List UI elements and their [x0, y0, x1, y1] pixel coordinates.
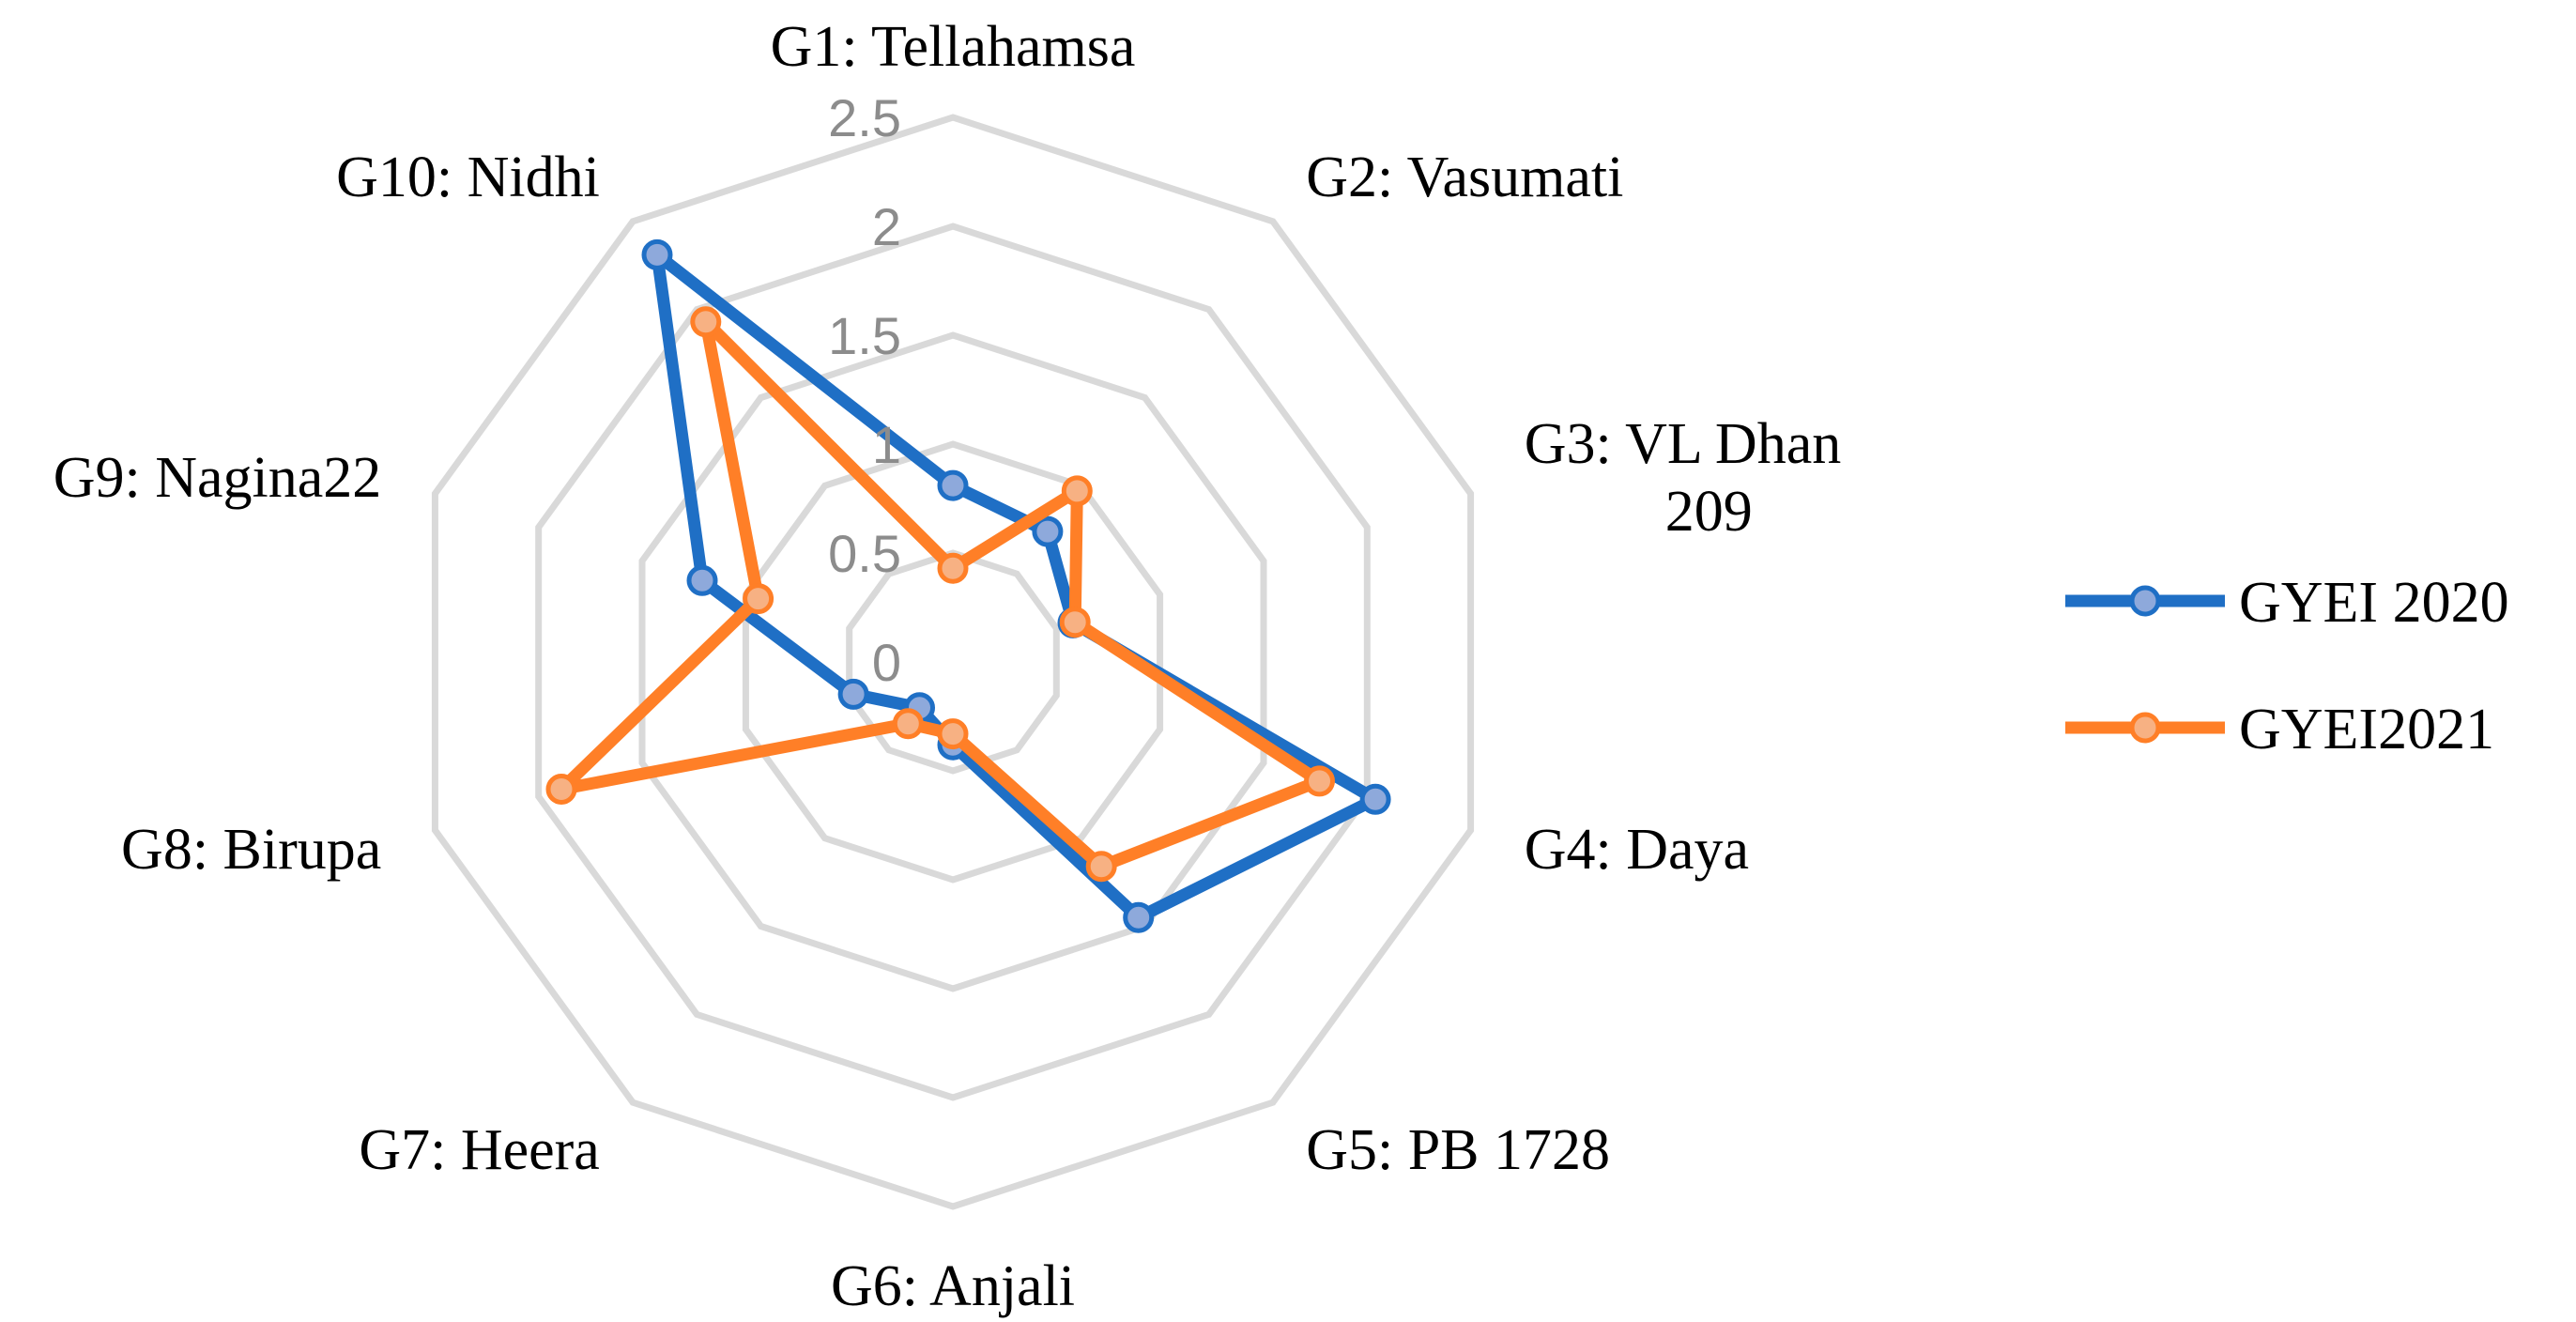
series-layer — [545, 238, 1391, 933]
tick-label: 2 — [872, 197, 901, 256]
data-point — [1061, 475, 1093, 507]
grid-ring-2 — [742, 440, 1164, 884]
legend: GYEI 2020 GYEI2021 — [2065, 571, 2509, 761]
tick-label: 1 — [872, 415, 901, 474]
radar-grid — [431, 114, 1475, 1210]
data-point — [641, 238, 673, 270]
data-point — [1059, 607, 1091, 638]
category-label: G3: VL Dhan 209 — [1525, 412, 1842, 544]
tick-label: 1.5 — [828, 306, 901, 365]
data-point — [686, 564, 718, 596]
category-label: G5: PB 1728 — [1306, 1118, 1610, 1182]
tick-label: 2.5 — [828, 88, 901, 147]
category-label: G1: Tellahamsa — [771, 15, 1136, 79]
data-point — [1032, 515, 1064, 547]
legend-marker — [2129, 585, 2161, 617]
category-label: G2: Vasumati — [1306, 146, 1623, 209]
data-point — [937, 718, 969, 750]
grid-ring-4 — [535, 223, 1371, 1101]
category-label: G4: Daya — [1525, 818, 1749, 882]
legend-item: GYEI 2020 — [2065, 571, 2509, 635]
data-point — [837, 678, 869, 710]
data-point — [545, 774, 577, 805]
category-label: G8: Birupa — [121, 818, 381, 882]
data-point — [937, 552, 969, 584]
tick-label: 0 — [872, 633, 901, 692]
data-point — [743, 583, 774, 615]
grid-ring-5 — [431, 114, 1475, 1210]
category-label: G6: Anjali — [831, 1254, 1075, 1318]
category-labels: G1: Tellahamsa G2: Vasumati G3: VL Dhan 209… — [54, 15, 1841, 1318]
category-label: G10: Nidhi — [336, 146, 600, 209]
data-point — [892, 708, 924, 740]
category-label: G7: Heera — [359, 1118, 599, 1182]
data-point — [1085, 851, 1117, 883]
category-label: G9: Nagina22 — [54, 446, 382, 510]
grid-ring-1 — [846, 549, 1060, 775]
legend-label: GYEI 2020 — [2239, 571, 2509, 635]
data-point — [1304, 765, 1335, 797]
series-2 — [545, 306, 1335, 883]
data-point — [1359, 783, 1391, 815]
data-point — [1123, 901, 1155, 933]
legend-marker — [2129, 712, 2161, 744]
data-point — [690, 306, 722, 338]
legend-label: GYEI2021 — [2239, 698, 2494, 761]
data-point — [937, 469, 969, 501]
grid-ring-3 — [638, 331, 1267, 992]
legend-item: GYEI2021 — [2065, 698, 2494, 761]
radial-tick-labels: 0 0.5 1 1.5 2 2.5 — [828, 88, 901, 692]
tick-label: 0.5 — [828, 524, 901, 583]
